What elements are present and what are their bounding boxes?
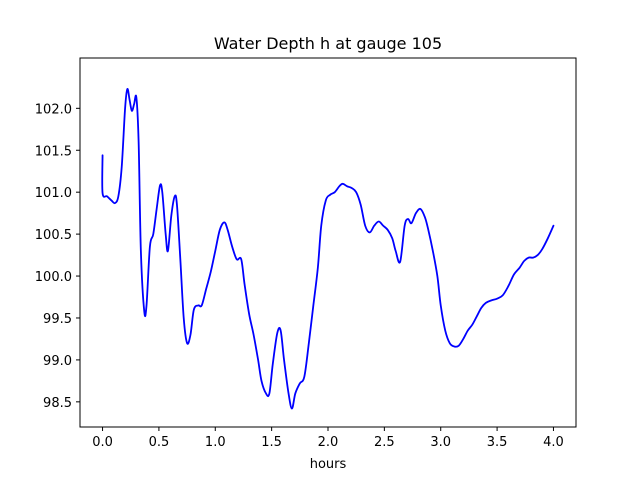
y-axis-ticks: 98.5 99.0 99.5 100.0 100.5 101.0 101.5 102.0: [35, 102, 80, 411]
x-tick-label: 0.0: [92, 435, 113, 450]
x-tick-label: 2.0: [318, 435, 339, 450]
y-tick-label: 100.0: [35, 270, 72, 285]
x-axis-ticks: 0.0 0.5 1.0 1.5 2.0 2.5 3.0 3.5 4.0: [92, 427, 564, 450]
plot-area: [101, 88, 555, 410]
y-tick-label: 101.5: [35, 144, 72, 159]
y-tick-label: 99.0: [43, 354, 72, 369]
y-tick-label: 99.5: [43, 312, 72, 327]
x-tick-label: 1.0: [205, 435, 226, 450]
series-line: [101, 88, 555, 410]
y-tick-label: 100.5: [35, 228, 72, 243]
x-tick-label: 0.5: [149, 435, 170, 450]
x-tick-label: 4.0: [543, 435, 564, 450]
y-tick-label: 101.0: [35, 186, 72, 201]
x-tick-label: 3.0: [430, 435, 451, 450]
axes-frame: [79, 57, 577, 428]
y-tick-label: 102.0: [35, 102, 72, 117]
x-tick-label: 3.5: [487, 435, 508, 450]
x-tick-label: 1.5: [261, 435, 282, 450]
x-tick-label: 2.5: [374, 435, 395, 450]
x-axis-label: hours: [310, 457, 347, 472]
chart-title: Water Depth h at gauge 105: [214, 34, 442, 53]
y-tick-label: 98.5: [43, 396, 72, 411]
